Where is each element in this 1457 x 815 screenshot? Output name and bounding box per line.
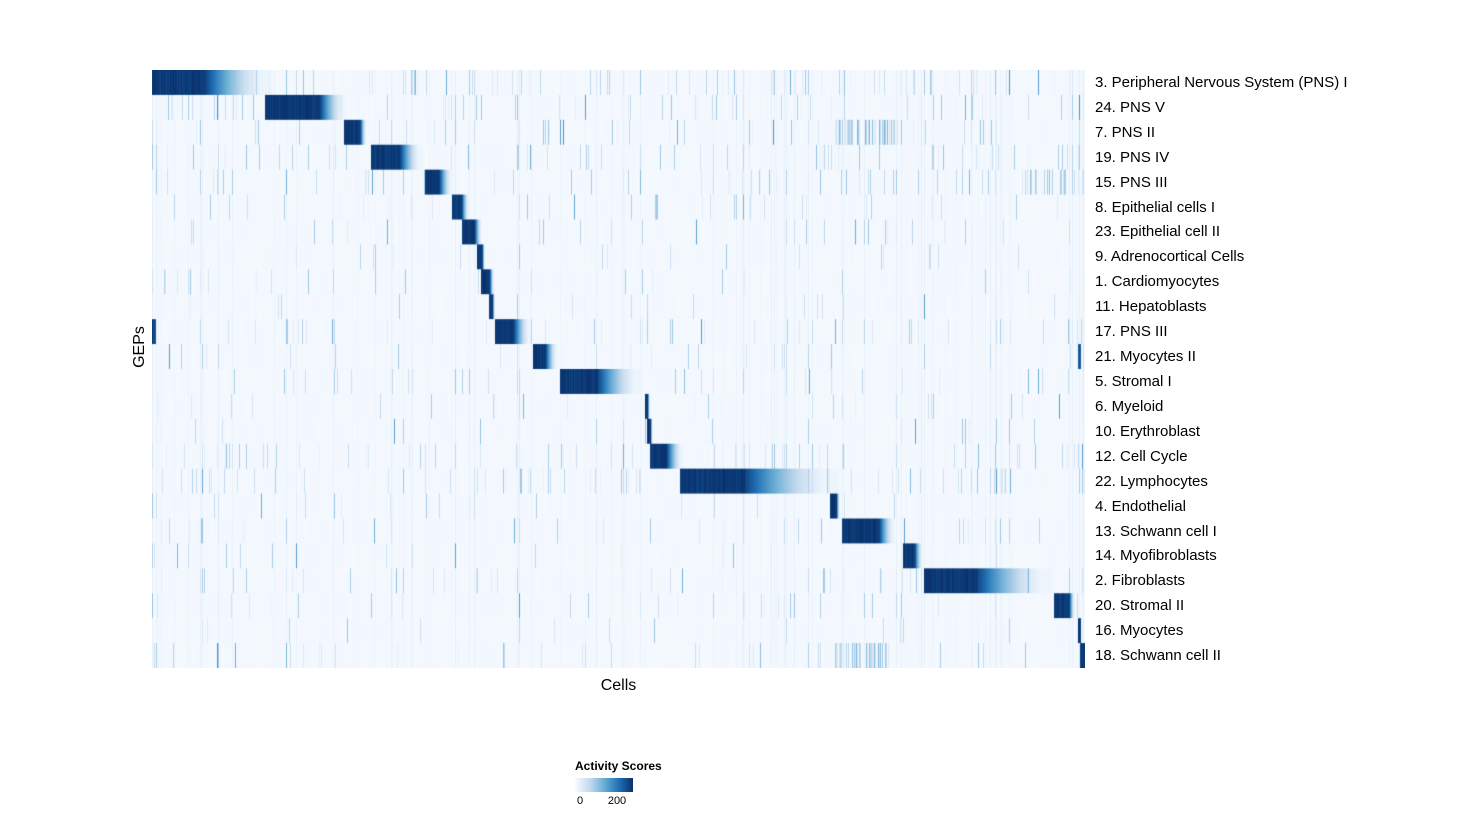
row-label: 23. Epithelial cell II [1095,223,1221,241]
row-label: 22. Lymphocytes [1095,472,1208,490]
row-label: 11. Hepatoblasts [1095,298,1207,316]
heatmap-canvas [152,70,1085,668]
row-label: 15. PNS III [1095,173,1168,191]
row-label: 19. PNS IV [1095,148,1170,166]
legend-title: Activity Scores [575,759,662,773]
row-label: 2. Fibroblasts [1095,572,1186,590]
row-label: 5. Stromal I [1095,373,1172,391]
row-label: 6. Myeloid [1095,397,1164,415]
row-label: 12. Cell Cycle [1095,447,1188,465]
row-label: 21. Myocytes II [1095,348,1196,366]
row-label: 17. PNS III [1095,323,1168,341]
y-axis-label: GEPs [131,326,148,368]
row-label: 10. Erythroblast [1095,422,1201,440]
row-label: 20. Stromal II [1095,597,1185,615]
row-label: 4. Endothelial [1095,497,1186,515]
row-label: 18. Schwann cell II [1095,647,1221,665]
legend-ticks: 0 200 [575,795,645,809]
heatmap-plot [152,70,1085,668]
row-label: 7. PNS II [1095,123,1156,141]
row-label: 13. Schwann cell I [1095,522,1217,540]
row-label: 16. Myocytes [1095,622,1184,640]
row-label: 14. Myofibroblasts [1095,547,1217,565]
x-axis-label: Cells [600,677,637,694]
row-label: 3. Peripheral Nervous System (PNS) I [1095,73,1348,91]
legend-tick-max: 200 [607,795,627,807]
row-label: 9. Adrenocortical Cells [1095,248,1245,266]
row-label: 24. PNS V [1095,98,1166,116]
row-label: 1. Cardiomyocytes [1095,273,1220,291]
legend-colorbar [575,778,633,792]
legend-tick-min: 0 [577,795,584,807]
row-labels: 3. Peripheral Nervous System (PNS) I 24. … [1093,70,1453,668]
row-label: 8. Epithelial cells I [1095,198,1216,216]
legend: Activity Scores 0 200 [575,759,715,809]
